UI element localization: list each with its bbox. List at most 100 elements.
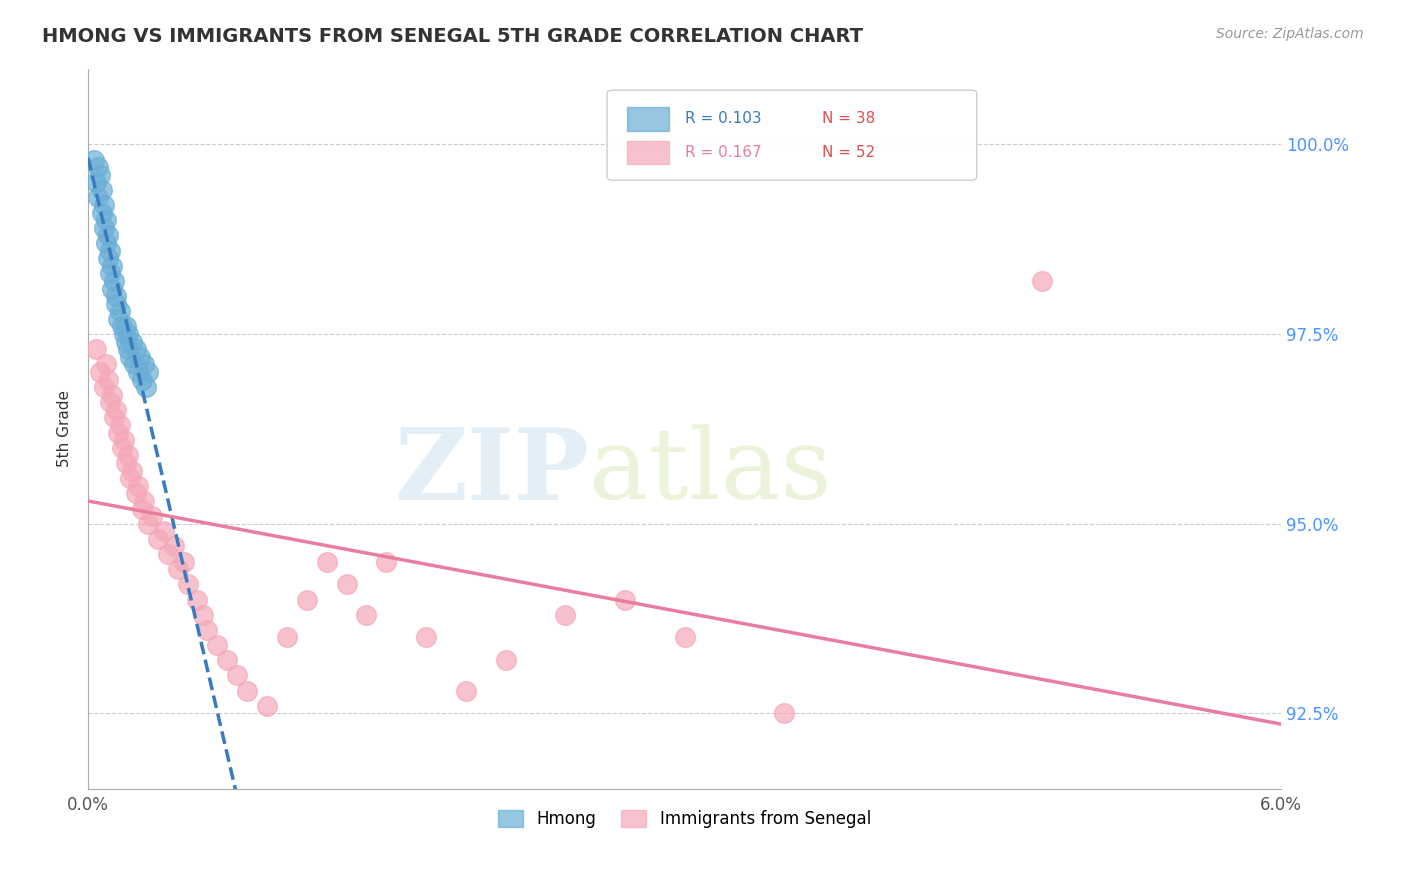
Point: [97, 373, 120, 387]
Point: [89, 365, 111, 379]
Text: HMONG VS IMMIGRANTS FROM SENEGAL 5TH GRADE CORRELATION CHART: HMONG VS IMMIGRANTS FROM SENEGAL 5TH GRA…: [42, 27, 863, 45]
Point: [103, 410, 125, 425]
Bar: [627, 141, 669, 164]
Point: [131, 501, 153, 516]
Point: [132, 494, 155, 508]
Point: [613, 592, 636, 607]
Point: [101, 388, 124, 402]
Point: [115, 334, 138, 349]
Point: [276, 631, 298, 645]
Point: [98, 244, 121, 258]
Point: [93, 380, 115, 394]
Point: [773, 706, 796, 721]
Point: [98, 266, 121, 280]
Point: [108, 304, 131, 318]
Point: [108, 418, 131, 433]
Point: [226, 668, 249, 682]
Point: [673, 631, 696, 645]
Point: [125, 486, 148, 500]
Point: [94, 235, 117, 250]
Point: [104, 289, 127, 303]
Point: [495, 653, 517, 667]
Point: [135, 380, 157, 394]
Text: ZIP: ZIP: [394, 424, 589, 521]
Point: [152, 524, 174, 539]
Point: [197, 623, 219, 637]
Point: [103, 274, 125, 288]
Point: [91, 205, 114, 219]
Legend: Hmong, Immigrants from Senegal: Hmong, Immigrants from Senegal: [492, 804, 877, 835]
Point: [193, 607, 215, 622]
Point: [87, 190, 110, 204]
Point: [93, 198, 115, 212]
Point: [111, 441, 134, 455]
FancyBboxPatch shape: [607, 90, 977, 180]
Point: [104, 296, 127, 310]
Point: [162, 540, 184, 554]
Point: [554, 607, 576, 622]
Point: [136, 365, 159, 379]
Point: [295, 592, 318, 607]
Point: [336, 577, 359, 591]
Point: [104, 403, 127, 417]
Bar: [627, 107, 669, 130]
Point: [84, 342, 107, 356]
Point: [101, 281, 124, 295]
Text: R = 0.167: R = 0.167: [685, 145, 761, 161]
Point: [173, 555, 195, 569]
Point: [115, 319, 138, 334]
Text: R = 0.103: R = 0.103: [685, 112, 761, 127]
Point: [107, 425, 129, 440]
Point: [118, 350, 141, 364]
Point: [112, 434, 135, 448]
Point: [84, 175, 107, 189]
Point: [87, 160, 110, 174]
Point: [356, 607, 378, 622]
Point: [454, 683, 477, 698]
Point: [217, 653, 239, 667]
Text: atlas: atlas: [589, 425, 832, 520]
Point: [146, 532, 169, 546]
Point: [112, 326, 135, 341]
Text: N = 52: N = 52: [821, 145, 875, 161]
Text: Source: ZipAtlas.com: Source: ZipAtlas.com: [1216, 27, 1364, 41]
Point: [89, 168, 111, 182]
Point: [117, 326, 139, 341]
Point: [375, 555, 398, 569]
Point: [107, 311, 129, 326]
Text: N = 38: N = 38: [821, 112, 875, 127]
Point: [94, 213, 117, 227]
Point: [97, 251, 120, 265]
Point: [98, 395, 121, 409]
Point: [97, 228, 120, 243]
Point: [121, 334, 143, 349]
Point: [1031, 274, 1053, 288]
Point: [101, 259, 124, 273]
Point: [207, 638, 229, 652]
Point: [117, 449, 139, 463]
Point: [127, 365, 149, 379]
Point: [415, 631, 437, 645]
Point: [83, 153, 105, 167]
Point: [122, 358, 145, 372]
Point: [121, 464, 143, 478]
Point: [156, 547, 179, 561]
Point: [115, 456, 138, 470]
Point: [141, 509, 163, 524]
Point: [136, 516, 159, 531]
Point: [127, 479, 149, 493]
Point: [91, 183, 114, 197]
Point: [111, 319, 134, 334]
Point: [176, 577, 198, 591]
Point: [315, 555, 337, 569]
Point: [118, 471, 141, 485]
Y-axis label: 5th Grade: 5th Grade: [58, 391, 72, 467]
Point: [186, 592, 208, 607]
Point: [166, 562, 188, 576]
Point: [117, 342, 139, 356]
Point: [128, 350, 150, 364]
Point: [131, 373, 153, 387]
Point: [256, 698, 278, 713]
Point: [125, 342, 148, 356]
Point: [94, 358, 117, 372]
